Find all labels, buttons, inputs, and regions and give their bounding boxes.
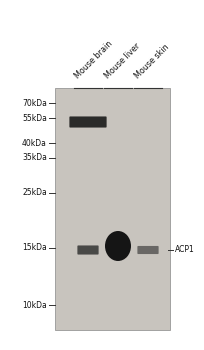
Bar: [55, 88, 170, 330]
FancyBboxPatch shape: [77, 245, 99, 254]
Text: ACP1: ACP1: [175, 245, 195, 254]
Ellipse shape: [105, 231, 131, 261]
Text: 70kDa: 70kDa: [22, 98, 47, 107]
Text: Mouse brain: Mouse brain: [73, 39, 114, 80]
Text: 10kDa: 10kDa: [22, 301, 47, 309]
Text: 35kDa: 35kDa: [22, 154, 47, 162]
Text: 15kDa: 15kDa: [22, 244, 47, 252]
FancyBboxPatch shape: [69, 117, 107, 127]
Text: Mouse skin: Mouse skin: [133, 42, 171, 80]
Text: 55kDa: 55kDa: [22, 113, 47, 122]
FancyBboxPatch shape: [137, 246, 159, 254]
Text: Mouse liver: Mouse liver: [103, 41, 142, 80]
Text: 25kDa: 25kDa: [22, 189, 47, 197]
Text: 40kDa: 40kDa: [22, 139, 47, 147]
